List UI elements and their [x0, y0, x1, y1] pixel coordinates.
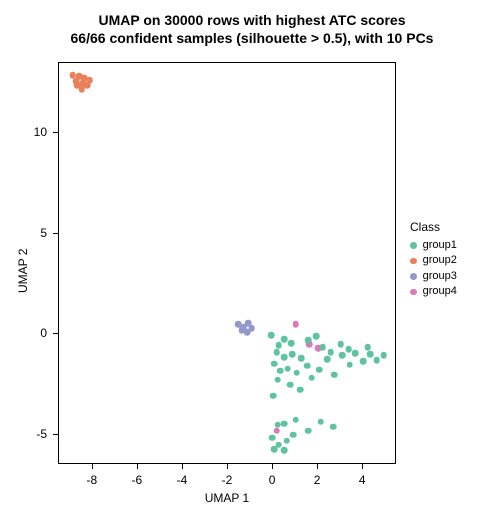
- scatter-point-group1: [352, 350, 359, 357]
- scatter-point-group1: [285, 365, 292, 372]
- x-tick-mark: [317, 464, 318, 469]
- scatter-point-group1: [298, 355, 305, 362]
- scatter-point-group2: [86, 77, 93, 84]
- legend-label: group1: [423, 238, 457, 253]
- x-tick-mark: [272, 464, 273, 469]
- scatter-point-group1: [271, 360, 278, 367]
- x-tick-label: 4: [359, 473, 366, 487]
- scatter-point-group1: [339, 352, 346, 359]
- scatter-point-group4: [273, 428, 280, 435]
- scatter-point-group1: [274, 422, 281, 429]
- scatter-point-group2: [74, 82, 81, 89]
- scatter-point-group1: [283, 438, 290, 445]
- scatter-point-group1: [297, 386, 304, 393]
- legend: Class group1group2group3group4: [410, 220, 457, 300]
- legend-label: group3: [423, 269, 457, 284]
- legend-item-group3: group3: [410, 269, 457, 284]
- y-tick-mark: [53, 233, 58, 234]
- legend-swatch-icon: [410, 289, 417, 296]
- scatter-point-group1: [276, 342, 283, 349]
- x-tick-mark: [362, 464, 363, 469]
- legend-label: group4: [423, 284, 457, 299]
- chart-title-line2: 66/66 confident samples (silhouette > 0.…: [0, 30, 504, 46]
- scatter-point-group1: [277, 367, 284, 374]
- x-tick-label: -8: [86, 473, 97, 487]
- scatter-point-group1: [330, 424, 337, 431]
- y-tick-label: 0: [0, 326, 47, 340]
- scatter-point-group1: [327, 349, 334, 356]
- scatter-point-group1: [304, 362, 311, 369]
- scatter-point-group1: [281, 354, 288, 361]
- scatter-point-group1: [294, 369, 301, 376]
- scatter-point-group1: [308, 374, 315, 381]
- scatter-point-group1: [380, 352, 387, 359]
- scatter-point-group1: [292, 416, 299, 423]
- x-tick-label: -2: [222, 473, 233, 487]
- legend-swatch-icon: [410, 258, 417, 265]
- legend-item-group4: group4: [410, 284, 457, 299]
- scatter-point-group1: [281, 336, 288, 343]
- scatter-point-group1: [305, 428, 312, 435]
- scatter-point-group1: [281, 421, 288, 428]
- scatter-point-group1: [331, 371, 338, 378]
- scatter-point-group1: [319, 344, 326, 351]
- scatter-point-group1: [337, 341, 344, 348]
- x-tick-label: 2: [314, 473, 321, 487]
- scatter-point-group1: [271, 446, 278, 453]
- scatter-point-group1: [324, 356, 331, 363]
- y-tick-label: 5: [0, 226, 47, 240]
- scatter-point-group1: [288, 340, 295, 347]
- legend-swatch-icon: [410, 242, 417, 249]
- y-tick-mark: [53, 333, 58, 334]
- scatter-point-group1: [273, 349, 280, 356]
- scatter-point-group1: [313, 333, 320, 340]
- scatter-point-group1: [360, 358, 367, 365]
- scatter-point-group3: [244, 329, 251, 336]
- x-tick-mark: [137, 464, 138, 469]
- scatter-point-group4: [292, 321, 299, 328]
- legend-title: Class: [410, 220, 457, 234]
- plot-area: [58, 62, 396, 464]
- scatter-point-group1: [347, 361, 354, 368]
- x-tick-mark: [182, 464, 183, 469]
- legend-item-group2: group2: [410, 253, 457, 268]
- scatter-point-group1: [317, 418, 324, 425]
- x-tick-label: -6: [132, 473, 143, 487]
- scatter-point-group1: [367, 351, 374, 358]
- scatter-point-group1: [289, 351, 296, 358]
- chart-title-line1: UMAP on 30000 rows with highest ATC scor…: [0, 12, 504, 28]
- scatter-point-group1: [268, 332, 275, 339]
- x-tick-label: 0: [269, 473, 276, 487]
- scatter-point-group1: [316, 366, 323, 373]
- scatter-point-group1: [287, 381, 294, 388]
- legend-label: group2: [423, 253, 457, 268]
- scatter-point-group1: [281, 447, 288, 454]
- x-tick-label: -4: [177, 473, 188, 487]
- x-axis-label: UMAP 1: [58, 491, 396, 505]
- x-tick-mark: [92, 464, 93, 469]
- scatter-point-group1: [269, 435, 276, 442]
- y-tick-mark: [53, 132, 58, 133]
- scatter-point-group1: [270, 392, 277, 399]
- umap-scatter-figure: UMAP on 30000 rows with highest ATC scor…: [0, 0, 504, 504]
- y-tick-label: 10: [0, 125, 47, 139]
- scatter-point-group1: [274, 376, 281, 383]
- scatter-point-group1: [345, 346, 352, 353]
- legend-swatch-icon: [410, 273, 417, 280]
- y-tick-mark: [53, 434, 58, 435]
- scatter-point-group1: [305, 337, 312, 344]
- scatter-point-group1: [290, 432, 297, 439]
- legend-item-group1: group1: [410, 238, 457, 253]
- y-tick-label: -5: [0, 427, 47, 441]
- scatter-point-group1: [374, 357, 381, 364]
- scatter-point-group1: [365, 344, 372, 351]
- x-tick-mark: [227, 464, 228, 469]
